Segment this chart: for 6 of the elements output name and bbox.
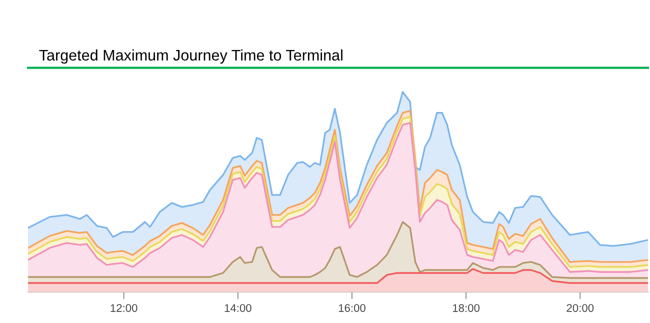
ref-line-label: Targeted Maximum Journey Time to Terminal xyxy=(39,49,342,64)
x-tick-label: 12:00 xyxy=(110,304,138,312)
x-tick-label: 20:00 xyxy=(566,304,594,312)
x-tick-label: 16:00 xyxy=(338,304,366,312)
x-tick-label: 18:00 xyxy=(452,304,480,312)
x-tick-label: 14:00 xyxy=(224,304,252,312)
